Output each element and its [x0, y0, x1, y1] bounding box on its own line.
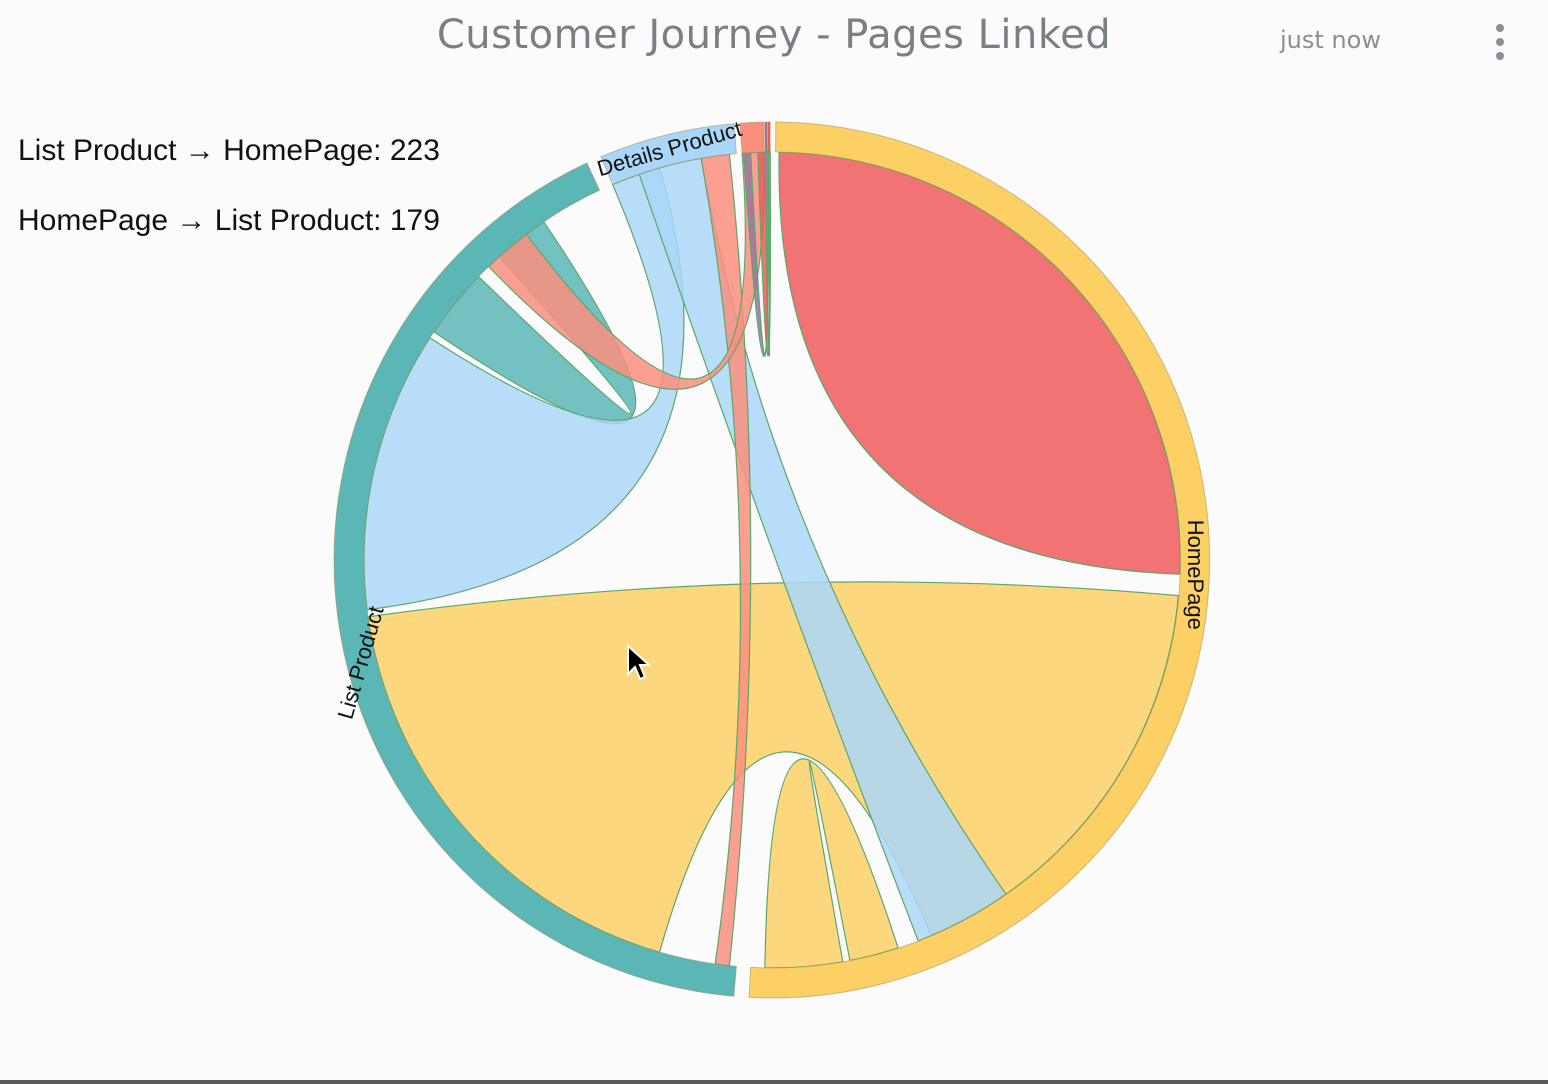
mouse-pointer-icon [627, 644, 652, 681]
tooltip-line-1: List Product → HomePage: 223 [18, 134, 440, 167]
tooltip-line-2: HomePage → List Product: 179 [18, 204, 440, 237]
chord-group-label-homepage: HomePage [1183, 520, 1208, 630]
chord-group-arc-homepage[interactable] [748, 121, 1211, 999]
header: Customer Journey - Pages Linked just now [0, 0, 1548, 80]
more-options-button[interactable] [1484, 20, 1516, 64]
more-options-icon [1496, 24, 1504, 32]
chord-group-arcs [333, 121, 1211, 999]
ribbon-homepage-self[interactable] [778, 151, 1181, 575]
chart-title: Customer Journey - Pages Linked [436, 12, 1112, 58]
chord-group-arc-details-product[interactable] [600, 123, 737, 186]
chord-group-arc-4[interactable] [764, 121, 768, 153]
bottom-border [0, 1080, 1548, 1084]
chord-group-arc-5[interactable] [767, 121, 771, 153]
chord-ribbons [363, 151, 1181, 969]
last-updated-timestamp: just now [1280, 26, 1381, 54]
more-options-icon-dot [1496, 52, 1504, 60]
chord-group-arc-3[interactable] [739, 121, 765, 154]
more-options-icon-dot [1496, 38, 1504, 46]
chord-group-arc-list-product[interactable] [333, 162, 737, 997]
ribbon-homepage-list-product[interactable] [764, 758, 899, 969]
